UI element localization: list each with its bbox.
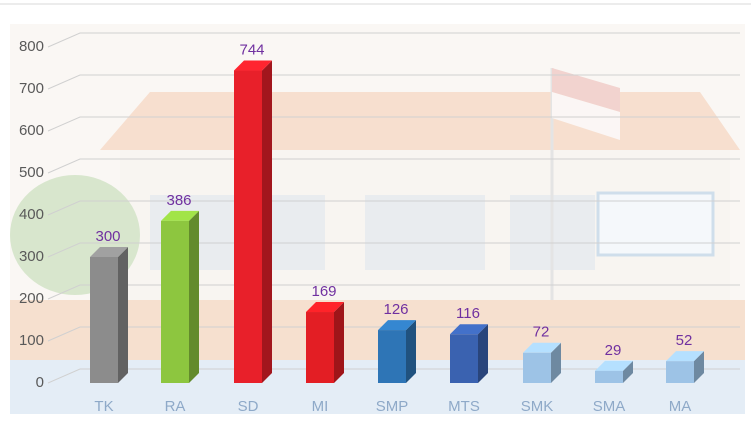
grid-line bbox=[47, 32, 740, 48]
bar-top bbox=[450, 324, 488, 335]
x-tick-label: SMP bbox=[376, 398, 409, 415]
bar-top bbox=[161, 210, 199, 221]
value-label: 29 bbox=[605, 342, 622, 359]
y-tick-label: 0 bbox=[36, 374, 44, 391]
bar-top bbox=[523, 342, 561, 353]
grid-line bbox=[47, 74, 740, 90]
grid-line bbox=[47, 116, 740, 132]
bar bbox=[666, 361, 694, 383]
x-tick-label: SMA bbox=[593, 398, 626, 415]
y-tick-label: 400 bbox=[19, 206, 44, 223]
value-label: 744 bbox=[239, 41, 264, 58]
value-label: 300 bbox=[95, 228, 120, 245]
y-tick-label: 300 bbox=[19, 248, 44, 265]
bar-side bbox=[694, 351, 704, 383]
bar-top bbox=[234, 60, 272, 71]
bar bbox=[523, 352, 551, 383]
bar-top bbox=[90, 247, 128, 257]
y-tick-label: 600 bbox=[19, 122, 44, 139]
x-tick-label: SMK bbox=[521, 398, 554, 415]
bar-side bbox=[334, 302, 344, 383]
bar bbox=[161, 220, 189, 383]
x-tick-label: TK bbox=[94, 398, 113, 415]
bar-side bbox=[406, 320, 416, 383]
bar-side bbox=[189, 210, 199, 383]
grid-line bbox=[47, 326, 740, 342]
grid-line bbox=[47, 158, 740, 174]
y-tick-label: 200 bbox=[19, 290, 44, 307]
bar-top bbox=[378, 320, 416, 331]
x-tick-label: MTS bbox=[448, 398, 480, 415]
bar-top bbox=[666, 351, 704, 362]
value-label: 72 bbox=[533, 324, 550, 341]
y-tick-label: 500 bbox=[19, 164, 44, 181]
y-tick-label: 100 bbox=[19, 332, 44, 349]
grid-line bbox=[47, 200, 740, 216]
bar bbox=[450, 334, 478, 383]
grid-line bbox=[47, 242, 740, 258]
value-label: 169 bbox=[311, 283, 336, 300]
bar bbox=[234, 70, 262, 384]
y-tick-label: 800 bbox=[19, 38, 44, 55]
value-label: 386 bbox=[166, 192, 191, 209]
bar-side bbox=[118, 247, 128, 383]
x-tick-label: RA bbox=[165, 398, 186, 415]
value-label: 52 bbox=[676, 332, 693, 349]
x-tick-label: MI bbox=[312, 398, 329, 415]
y-tick-label: 700 bbox=[19, 80, 44, 97]
bar-side bbox=[623, 360, 633, 383]
x-tick-label: SD bbox=[238, 398, 259, 415]
x-tick-label: MA bbox=[669, 398, 692, 415]
bar-side bbox=[478, 324, 488, 383]
value-label: 116 bbox=[456, 305, 480, 322]
bar-side bbox=[262, 60, 272, 384]
bar bbox=[306, 312, 334, 383]
bar bbox=[378, 330, 406, 383]
value-label: 126 bbox=[383, 301, 408, 318]
bar bbox=[595, 370, 623, 383]
grid-line bbox=[47, 368, 740, 384]
bar-side bbox=[551, 342, 561, 383]
bar-top bbox=[595, 360, 633, 371]
grid-line bbox=[47, 284, 740, 300]
bar-top bbox=[306, 302, 344, 313]
bar bbox=[90, 257, 118, 383]
